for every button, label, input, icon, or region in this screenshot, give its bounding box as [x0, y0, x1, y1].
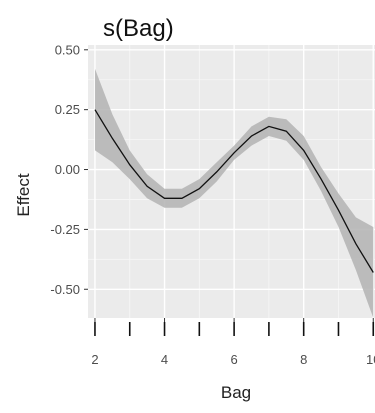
chart-title: s(Bag): [103, 15, 174, 42]
x-tick-label: 2: [91, 352, 98, 367]
x-tick-label: 4: [161, 352, 168, 367]
y-tick-label: -0.50: [50, 282, 80, 297]
y-tick-label: 0.25: [55, 102, 80, 117]
x-tick-label: 6: [230, 352, 237, 367]
y-tick-label: 0.00: [55, 162, 80, 177]
y-tick-label: -0.25: [50, 222, 80, 237]
x-axis-title: Bag: [221, 383, 251, 402]
x-tick-label: 8: [300, 352, 307, 367]
y-axis: 0.50 0.25 0.00 -0.25 -0.50: [50, 42, 88, 297]
y-tick-label: 0.50: [55, 42, 80, 57]
confidence-band: [95, 68, 374, 319]
x-tick-label: 10: [366, 352, 375, 367]
y-axis-title: Effect: [14, 173, 33, 216]
minor-gridlines: [88, 45, 375, 318]
plot-panel: [88, 45, 375, 318]
smooth-effect-line: [94, 109, 374, 273]
x-axis: 2 4 6 8 10: [91, 318, 375, 367]
rug-marks: [94, 322, 375, 336]
